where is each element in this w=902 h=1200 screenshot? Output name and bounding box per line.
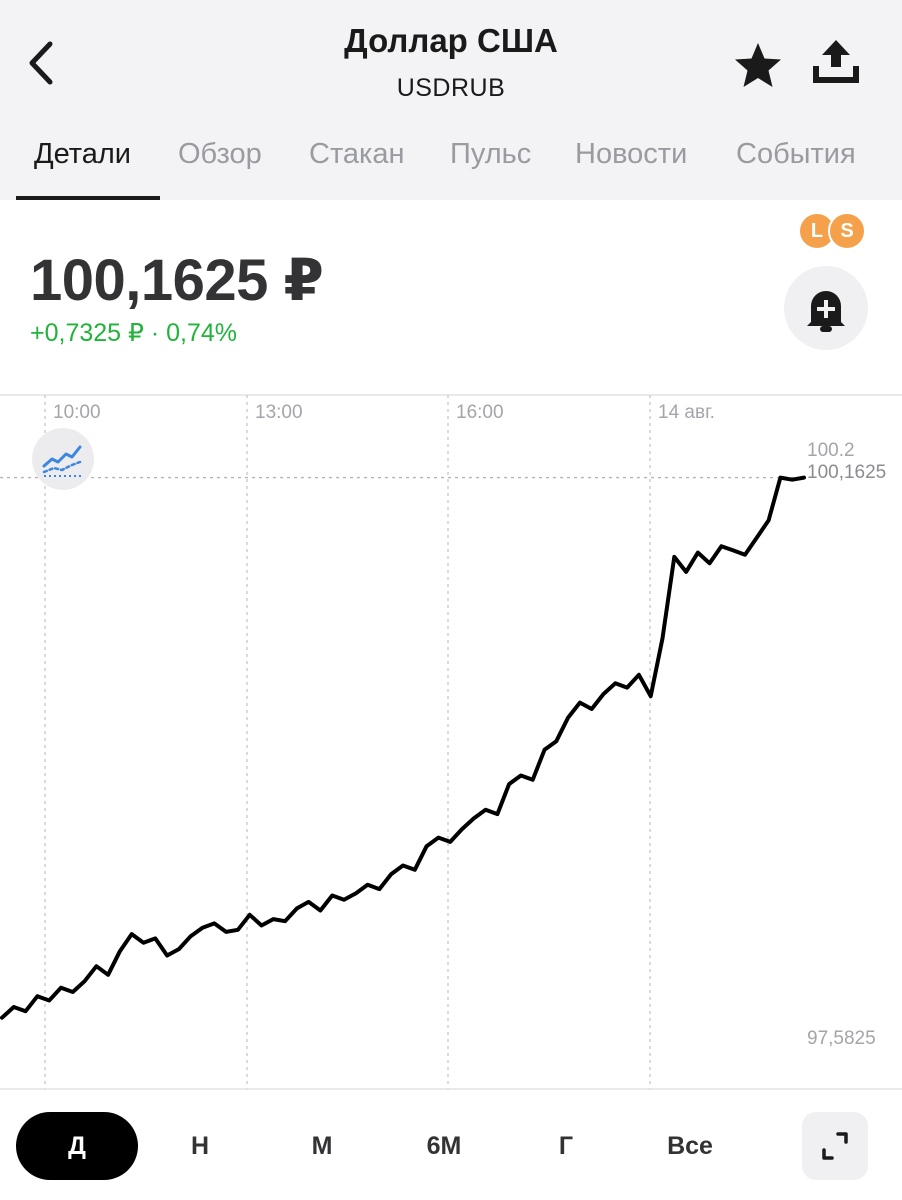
x-tick-label: 16:00 xyxy=(456,402,504,423)
tab-bar: Детали Обзор Стакан Пульс Новости Событи… xyxy=(0,128,902,200)
period-week[interactable]: Н xyxy=(190,1132,210,1160)
trend-line-icon xyxy=(42,445,82,477)
bell-plus-icon xyxy=(807,291,845,332)
period-selector: Д Н М 6М Г Все xyxy=(0,1090,902,1200)
price-alert-button[interactable] xyxy=(784,266,868,350)
price-change: +0,7325 ₽ · 0,74% xyxy=(30,319,238,347)
period-day[interactable]: Д xyxy=(16,1112,138,1180)
instrument-title: Доллар США xyxy=(344,22,558,59)
tab-overview[interactable]: Обзор xyxy=(178,138,262,170)
indicators-button[interactable] xyxy=(32,428,94,490)
x-tick-label: 10:00 xyxy=(53,402,101,423)
current-price: 100,1625 ₽ xyxy=(30,248,324,313)
x-tick-label: 13:00 xyxy=(255,402,303,423)
x-tick-label: 14 авг. xyxy=(658,402,715,423)
long-badge: L xyxy=(798,212,836,250)
share-icon xyxy=(813,40,859,83)
tab-news[interactable]: Новости xyxy=(575,138,688,170)
tab-order-book[interactable]: Стакан xyxy=(309,138,405,170)
short-badge: S xyxy=(828,212,866,250)
current-value-label: 100,1625 xyxy=(807,462,886,483)
chevron-left-icon xyxy=(29,41,53,85)
period-6-months[interactable]: 6М xyxy=(426,1132,462,1160)
margin-badges: L S xyxy=(798,212,868,250)
instrument-ticker: USDRUB xyxy=(396,74,506,102)
period-year[interactable]: Г xyxy=(558,1132,574,1160)
tab-pulse[interactable]: Пульс xyxy=(450,138,532,170)
favorite-button[interactable] xyxy=(732,40,784,92)
period-month[interactable]: М xyxy=(311,1132,333,1160)
header: Доллар США USDRUB Детали Обзор Стакан Пу… xyxy=(0,0,902,200)
tab-details[interactable]: Детали xyxy=(34,138,132,170)
tab-events[interactable]: События xyxy=(736,138,856,170)
period-all[interactable]: Все xyxy=(667,1132,713,1160)
expand-icon xyxy=(822,1132,848,1160)
price-line-series xyxy=(0,475,806,1020)
star-icon xyxy=(735,43,781,87)
share-button[interactable] xyxy=(810,36,862,88)
active-tab-indicator xyxy=(16,196,160,200)
y-max-label: 100.2 xyxy=(807,440,855,461)
back-button[interactable] xyxy=(22,38,62,88)
fullscreen-button[interactable] xyxy=(802,1112,868,1180)
y-min-label: 97,5825 xyxy=(807,1028,876,1049)
